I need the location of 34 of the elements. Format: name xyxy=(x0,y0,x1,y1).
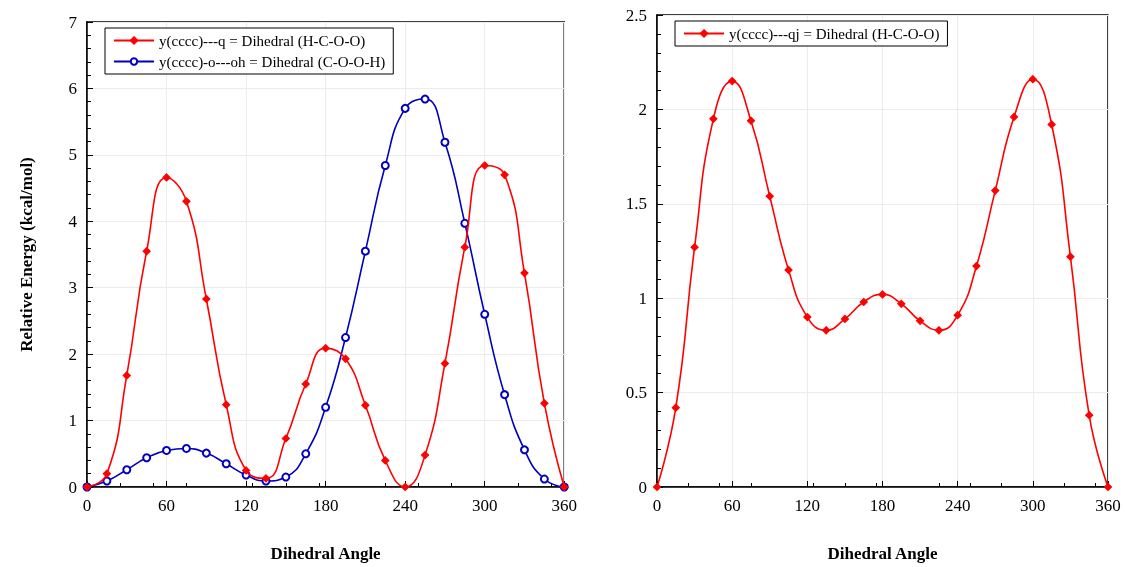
legend-label: y(cccc)---qj = Dihedral (H-C-O-O) xyxy=(729,25,940,43)
x-tick-label: 360 xyxy=(551,496,577,515)
x-tick-label: 120 xyxy=(794,496,821,515)
x-tick-label: 180 xyxy=(869,496,896,515)
y-tick-label: 4 xyxy=(68,211,78,231)
x-axis-title: Dihedral Angle xyxy=(270,544,382,563)
x-tick-label: 0 xyxy=(652,496,662,515)
y-tick-label: 2 xyxy=(68,344,77,364)
x-tick-label: 120 xyxy=(233,496,259,515)
x-tick-label: 360 xyxy=(1095,496,1121,515)
y-tick-label: 1.5 xyxy=(625,194,647,214)
y-tick-label: 3 xyxy=(68,278,77,298)
y-tick-label: 1 xyxy=(68,411,77,431)
x-tick-label: 240 xyxy=(944,496,971,515)
y-tick-label: 0 xyxy=(638,477,647,497)
y-tick-label: 2 xyxy=(638,99,647,119)
legend-label: y(cccc)-o---oh = Dihedral (C-O-O-H) xyxy=(159,53,386,71)
x-tick-label: 0 xyxy=(82,496,92,515)
x-tick-label: 240 xyxy=(392,496,418,515)
y-tick-label: 1 xyxy=(638,288,647,308)
x-tick-label: 300 xyxy=(471,496,498,515)
x-tick-label: 60 xyxy=(158,496,176,515)
y-axis-title: Relative Energy (kcal/mol) xyxy=(17,157,36,352)
x-tick-label: 180 xyxy=(312,496,339,515)
y-tick-label: 5 xyxy=(68,145,77,165)
y-tick-label: 7 xyxy=(68,12,78,32)
y-tick-label: 2.5 xyxy=(625,5,647,25)
x-axis-title: Dihedral Angle xyxy=(827,544,938,563)
x-tick-label: 300 xyxy=(1020,496,1046,515)
y-tick-label: 0.5 xyxy=(625,383,647,403)
x-tick-label: 60 xyxy=(723,496,741,515)
legend-label: y(cccc)---q = Dihedral (H-C-O-O) xyxy=(159,32,366,50)
y-tick-label: 6 xyxy=(68,78,77,98)
y-tick-label: 0 xyxy=(68,477,77,497)
